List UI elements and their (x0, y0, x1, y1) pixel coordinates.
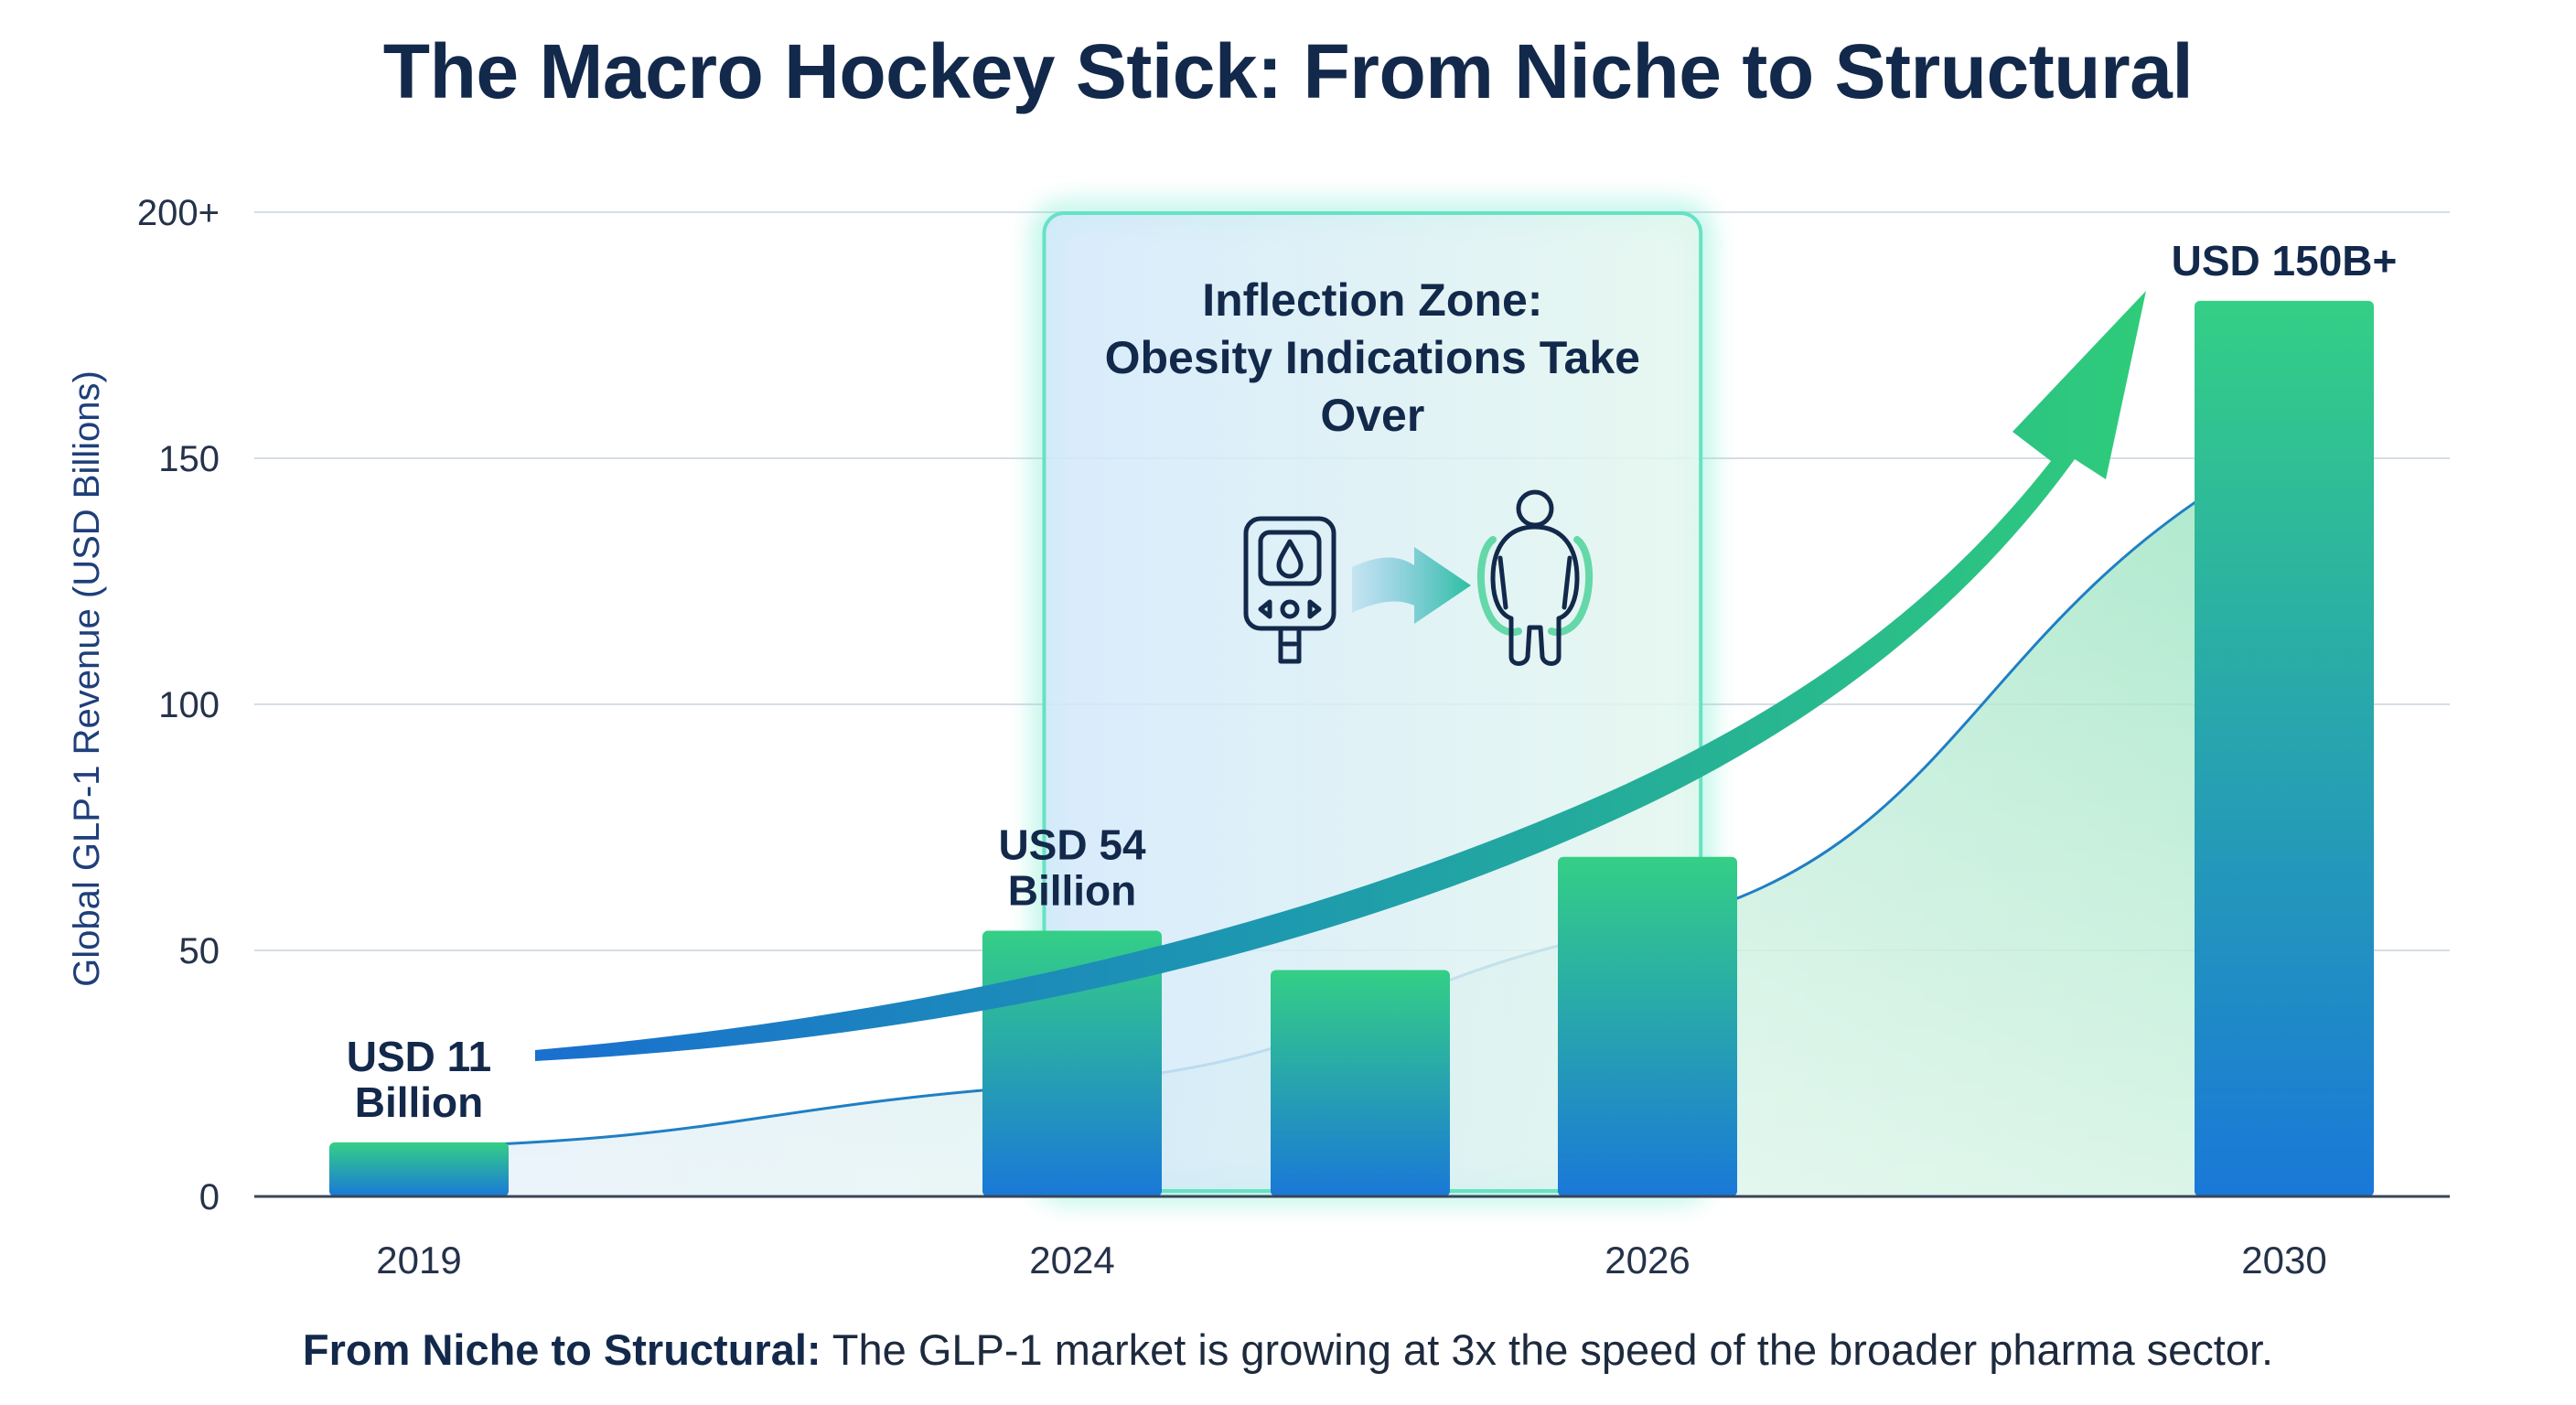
axes: 0 50 100 150 200+ 2019 2024 2026 2030 (137, 193, 2450, 1282)
data-label-2019: Billion (355, 1078, 484, 1126)
glucose-meter-icon (1243, 516, 1336, 664)
y-tick-label: 100 (158, 685, 220, 725)
bar-2026 (1558, 856, 1737, 1196)
inflection-zone-text: Obesity Indications Take (1105, 332, 1640, 383)
footer-note-text: The GLP-1 market is growing at 3x the sp… (821, 1325, 2274, 1374)
footer-note: From Niche to Structural: The GLP-1 mark… (0, 1325, 2576, 1375)
bar-2030 (2195, 300, 2374, 1197)
inflection-zone-text: Inflection Zone: (1202, 274, 1542, 326)
bar-2025 (1271, 970, 1450, 1196)
y-axis-label: Global GLP-1 Revenue (USD Billions) (67, 370, 107, 987)
x-tick-label: 2019 (376, 1239, 461, 1282)
y-tick-label: 50 (179, 931, 220, 971)
chart-title: The Macro Hockey Stick: From Niche to St… (382, 28, 2194, 114)
inflection-icons (1243, 489, 1594, 666)
x-tick-label: 2030 (2241, 1239, 2326, 1282)
data-label-2024: Billion (1008, 866, 1137, 914)
inflection-zone-label: Inflection Zone: Obesity Indications Take… (1105, 274, 1640, 441)
y-tick-label: 150 (158, 439, 220, 479)
data-label-2030: USD 150B+ (2172, 237, 2398, 284)
trend-area-fade (419, 448, 2284, 1196)
inflection-zone-text: Over (1320, 390, 1424, 441)
arrow-right-icon (1352, 547, 1471, 624)
growth-arrow-shape (535, 291, 2146, 1061)
person-obesity-icon (1476, 489, 1594, 666)
x-tick-label: 2024 (1029, 1239, 1114, 1282)
footer-note-bold: From Niche to Structural: (302, 1325, 821, 1374)
data-label-2024: USD 54 (998, 820, 1145, 868)
x-tick-label: 2026 (1605, 1239, 1690, 1282)
y-tick-label: 0 (199, 1177, 220, 1217)
bars (329, 300, 2374, 1197)
bar-2019 (329, 1142, 509, 1196)
data-label-2019: USD 11 (347, 1033, 492, 1080)
growth-arrow (535, 291, 2146, 1061)
y-tick-label: 200+ (137, 193, 220, 233)
